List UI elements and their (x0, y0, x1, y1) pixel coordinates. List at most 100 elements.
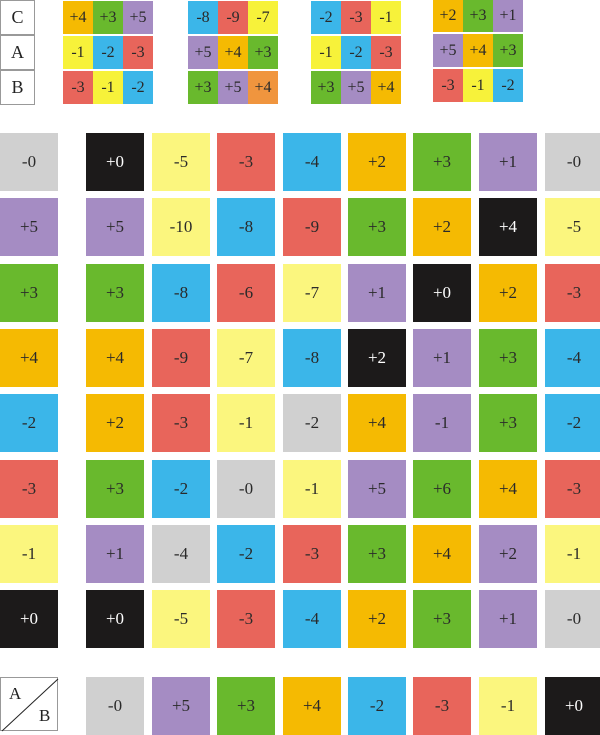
grid-tile: -1 (283, 459, 341, 518)
top-tile: -3 (371, 36, 401, 69)
grid-tile: +3 (86, 263, 144, 322)
grid-tile: +2 (86, 394, 144, 453)
grid-tile: -1 (217, 394, 275, 453)
top-tile: -1 (371, 1, 401, 34)
top-tile: +5 (218, 71, 248, 104)
grid-tile: -4 (283, 133, 341, 191)
grid-tile: -4 (152, 524, 210, 583)
grid-tile: +1 (479, 133, 537, 191)
row-label-a: A (0, 35, 35, 70)
column-header-tile: +5 (152, 677, 210, 735)
column-header-tile: +0 (545, 677, 600, 735)
grid-tile: -8 (217, 198, 275, 257)
top-tile: +3 (311, 71, 341, 104)
grid-tile: -3 (545, 263, 600, 322)
grid-tile: +0 (86, 133, 144, 191)
diagonal-line (1, 678, 59, 732)
grid-tile: +6 (413, 459, 471, 518)
grid-tile: -2 (283, 394, 341, 453)
row-header-tile: -3 (0, 459, 58, 518)
grid-tile: +2 (348, 328, 406, 387)
grid-tile: +2 (413, 198, 471, 257)
top-tile: -1 (63, 36, 93, 69)
corner-label-a: A (9, 684, 22, 703)
top-tile: +5 (188, 36, 218, 69)
grid-tile: +2 (479, 263, 537, 322)
grid-tile: -6 (217, 263, 275, 322)
grid-tile: -4 (283, 590, 341, 649)
grid-tile: +4 (479, 198, 537, 257)
top-tile: -2 (93, 36, 123, 69)
row-header-tile: +3 (0, 263, 58, 322)
grid-tile: -0 (545, 133, 600, 191)
row-header-tile: -2 (0, 394, 58, 453)
top-tile: +4 (371, 71, 401, 104)
top-tile: +4 (463, 34, 493, 67)
top-tile: -1 (463, 69, 493, 102)
grid-tile: -0 (217, 459, 275, 518)
top-tile: +5 (123, 1, 153, 34)
row-header-tile: +5 (0, 198, 58, 257)
top-tile: +3 (93, 1, 123, 34)
grid-tile: +0 (86, 590, 144, 649)
grid-tile: -1 (413, 394, 471, 453)
grid-tile: -2 (152, 459, 210, 518)
top-tile: -2 (123, 71, 153, 104)
grid-tile: -0 (545, 590, 600, 649)
top-tile: -3 (433, 69, 463, 102)
grid-tile: -5 (152, 590, 210, 649)
top-tile: -7 (248, 1, 278, 34)
row-header-tile: +0 (0, 590, 58, 649)
top-tile: -2 (493, 69, 523, 102)
grid-tile: +3 (348, 198, 406, 257)
grid-tile: +3 (479, 328, 537, 387)
row-header-tile: -0 (0, 133, 58, 191)
grid-tile: -3 (152, 394, 210, 453)
grid-tile: -7 (217, 328, 275, 387)
top-tile: +2 (433, 0, 463, 32)
grid-tile: +2 (348, 590, 406, 649)
row-label-b: B (0, 70, 35, 105)
grid-tile: +3 (86, 459, 144, 518)
grid-tile: -5 (545, 198, 600, 257)
top-tile: -9 (218, 1, 248, 34)
grid-tile: +3 (348, 524, 406, 583)
column-header-tile: -1 (479, 677, 537, 735)
column-header-tile: -2 (348, 677, 406, 735)
grid-tile: -10 (152, 198, 210, 257)
row-label-c: C (0, 0, 35, 35)
top-tile: +5 (433, 34, 463, 67)
column-header-tile: +3 (217, 677, 275, 735)
grid-tile: -3 (217, 133, 275, 191)
grid-tile: +1 (86, 524, 144, 583)
grid-tile: +4 (479, 459, 537, 518)
grid-tile: -8 (152, 263, 210, 322)
column-header-tile: -3 (413, 677, 471, 735)
top-tile: +1 (493, 0, 523, 32)
grid-tile: -4 (545, 328, 600, 387)
grid-tile: +4 (413, 524, 471, 583)
corner-label-b: B (39, 706, 51, 725)
grid-tile: +2 (348, 133, 406, 191)
grid-tile: +0 (413, 263, 471, 322)
top-tile: -3 (63, 71, 93, 104)
grid-tile: -5 (152, 133, 210, 191)
grid-tile: +4 (86, 328, 144, 387)
grid-tile: -1 (545, 524, 600, 583)
top-tile: +3 (248, 36, 278, 69)
row-header-tile: +4 (0, 328, 58, 387)
top-tile: -2 (311, 1, 341, 34)
grid-tile: -2 (217, 524, 275, 583)
grid-tile: -8 (283, 328, 341, 387)
column-header-tile: +4 (283, 677, 341, 735)
grid-tile: +1 (479, 590, 537, 649)
grid-tile: +4 (348, 394, 406, 453)
top-tile: +4 (63, 1, 93, 34)
grid-tile: -3 (217, 590, 275, 649)
top-tile: +4 (248, 71, 278, 104)
grid-tile: +3 (413, 133, 471, 191)
grid-tile: -9 (152, 328, 210, 387)
grid-tile: +1 (413, 328, 471, 387)
grid-tile: -9 (283, 198, 341, 257)
grid-tile: +3 (479, 394, 537, 453)
